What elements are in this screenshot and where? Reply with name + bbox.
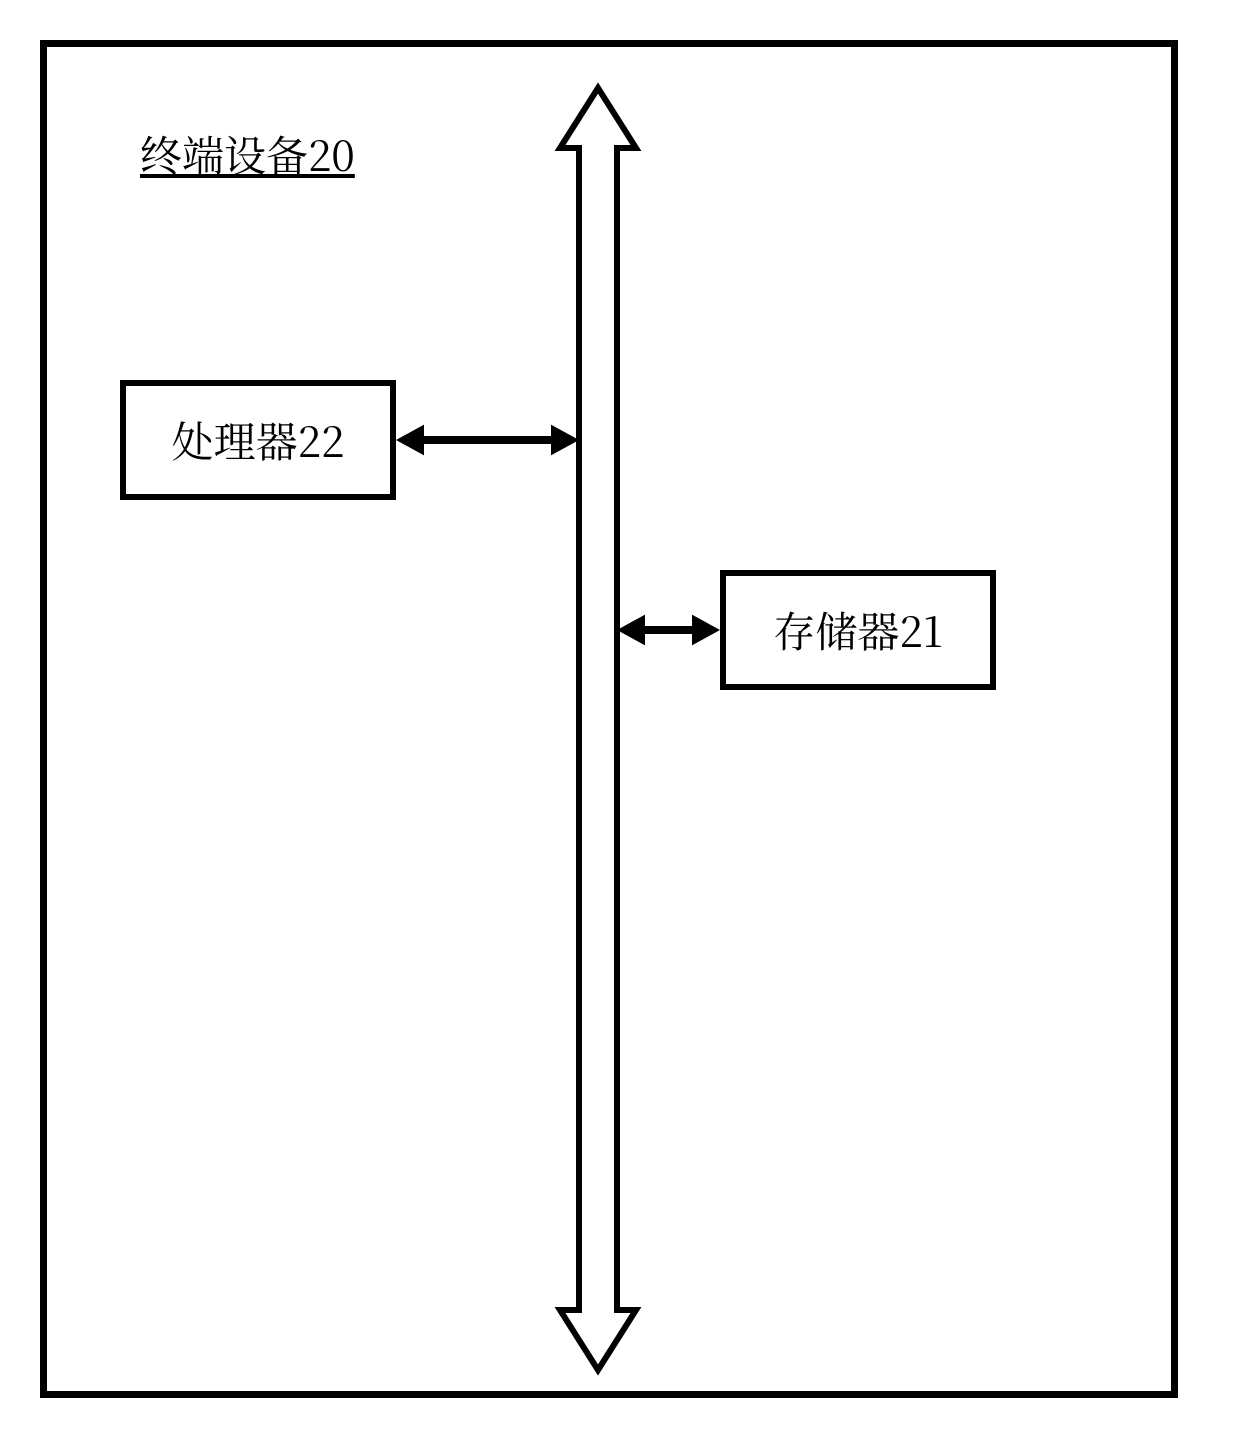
connector-bus-memory [617, 615, 720, 646]
memory-box: 存储器21 [720, 570, 996, 690]
diagram-svg [0, 0, 1240, 1438]
bus-arrow [560, 88, 636, 1370]
processor-box-label: 处理器22 [172, 410, 345, 470]
processor-box: 处理器22 [120, 380, 396, 500]
connector-processor-bus [396, 425, 579, 456]
memory-box-label: 存储器21 [773, 600, 942, 660]
diagram-canvas: 终端设备20处理器22存储器21 [0, 0, 1240, 1438]
